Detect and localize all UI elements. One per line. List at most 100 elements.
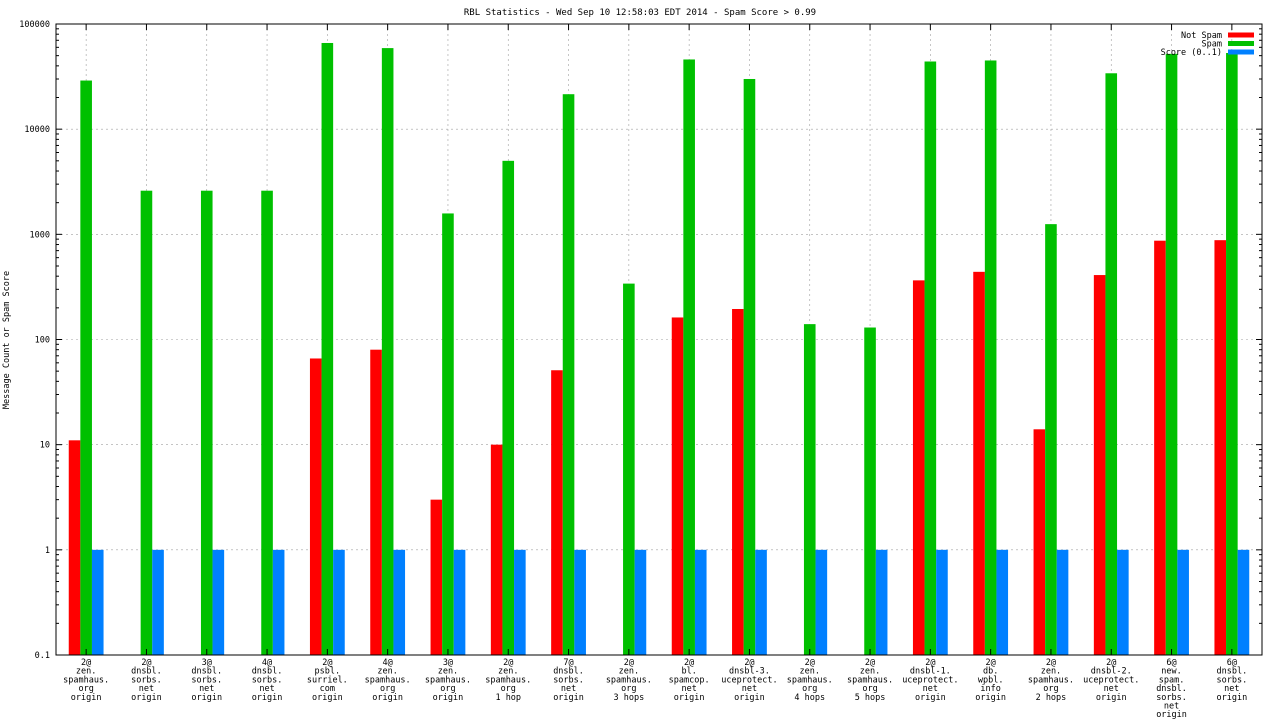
x-tick-label-line: net — [1224, 684, 1239, 694]
x-tick-label-line: 2@ — [986, 658, 996, 668]
bar-score-0-1 — [1117, 549, 1129, 655]
x-tick-label-line: uceprotect. — [721, 675, 777, 685]
bar-spam — [321, 42, 334, 655]
bar-score-0-1 — [1237, 549, 1250, 655]
bar-score-0-1 — [333, 549, 345, 655]
x-tick-label-line: origin — [975, 693, 1006, 703]
x-tick-label: 2@ zen. spamhaus. org 2 hops — [1028, 658, 1074, 703]
x-tick-label-line: spamhaus. — [606, 675, 652, 685]
x-tick-label-line: origin — [734, 693, 765, 703]
bar-score-0-1 — [755, 549, 767, 655]
x-tick-label-line: 2@ — [141, 658, 151, 668]
x-tick-label-line: org — [1043, 684, 1058, 694]
chart-title: RBL Statistics - Wed Sep 10 12:58:03 EDT… — [464, 8, 816, 18]
bar-score-0-1 — [996, 549, 1009, 655]
bar-spam — [140, 190, 153, 656]
x-tick-label: 6@ new. spam. dnsbl. sorbs. net origin — [1156, 658, 1187, 720]
x-tick-label-line: 2@ — [744, 658, 754, 668]
x-tick-label-line: org — [621, 684, 636, 694]
x-tick-label: 2@ zen. spamhaus. org 1 hop — [485, 658, 531, 703]
x-tick-label: 2@ db. wpbl. info origin — [975, 658, 1006, 703]
x-tick-label-line: org — [802, 684, 817, 694]
bar-not-spam — [309, 358, 322, 655]
bar-not-spam — [732, 308, 744, 655]
bar-score-0-1 — [815, 549, 828, 655]
x-tick-label-line: wpbl. — [978, 675, 1004, 685]
x-tick-label-line: sorbs. — [1156, 693, 1187, 703]
x-tick-label-line: uceprotect. — [1083, 675, 1139, 685]
x-tick-label-line: origin — [131, 693, 162, 703]
x-tick-label-line: dnsbl-3. — [729, 667, 770, 677]
legend-swatch — [1228, 32, 1254, 38]
x-tick-label-line: sorbs. — [252, 675, 283, 685]
x-tick-label-line: 2 hops — [1036, 693, 1067, 703]
x-tick-label-line: origin — [191, 693, 222, 703]
y-tick-label: 1000 — [30, 230, 50, 240]
bar-not-spam — [973, 271, 985, 655]
bar-score-0-1 — [1056, 549, 1069, 655]
bar-spam — [803, 324, 816, 655]
y-tick-label: 100 — [35, 336, 50, 346]
x-tick-label-line: db. — [983, 667, 998, 677]
bar-score-0-1 — [574, 549, 586, 655]
x-tick-label-line: net — [923, 684, 938, 694]
x-tick-label: 2@ zen. spamhaus. org 3 hops — [606, 658, 652, 703]
x-tick-label: 4@ dnsbl. sorbs. net origin — [252, 658, 283, 703]
x-tick-label-line: 2@ — [624, 658, 634, 668]
bar-spam — [984, 60, 997, 656]
x-tick-label-line: 2@ — [503, 658, 513, 668]
bar-score-0-1 — [634, 549, 647, 655]
bar-spam — [442, 213, 454, 655]
x-tick-label-line: origin — [674, 693, 705, 703]
grid-layer — [56, 24, 1262, 655]
x-tick-label-line: zen. — [860, 667, 880, 677]
x-tick-label-line: sorbs. — [131, 675, 162, 685]
x-tick-label-line: zen. — [1041, 667, 1061, 677]
bar-spam — [200, 190, 213, 656]
bar-not-spam — [490, 444, 503, 655]
bar-score-0-1 — [91, 549, 104, 655]
x-tick-label-line: org — [501, 684, 516, 694]
x-tick-label-line: zen. — [619, 667, 639, 677]
bar-spam — [1045, 224, 1057, 655]
x-tick-label: 2@ dnsbl-2. uceprotect. net origin — [1083, 658, 1139, 703]
x-tick-label-line: spamhaus. — [63, 675, 109, 685]
x-tick-label-line: org — [440, 684, 455, 694]
x-tick-label-line: origin — [553, 693, 584, 703]
bar-score-0-1 — [393, 549, 406, 655]
x-tick-label-line: 4@ — [262, 658, 272, 668]
x-tick-label-line: 4@ — [383, 658, 393, 668]
bar-not-spam — [1033, 429, 1046, 655]
bar-not-spam — [1093, 275, 1106, 655]
x-tick-label: 2@ zen. spamhaus. org 4 hops — [787, 658, 833, 703]
x-tick-label-line: origin — [71, 693, 102, 703]
x-tick-label-line: 6@ — [1227, 658, 1237, 668]
bar-spam — [1226, 52, 1238, 655]
legend-swatch — [1228, 41, 1254, 46]
bar-score-0-1 — [936, 549, 948, 655]
x-tick-label-line: 7@ — [563, 658, 573, 668]
x-tick-label-line: net — [259, 684, 274, 694]
x-tick-label: 3@ dnsbl. sorbs. net origin — [191, 658, 222, 703]
x-tick-label-line: org — [380, 684, 395, 694]
bar-spam — [623, 283, 635, 655]
bar-not-spam — [430, 499, 443, 655]
x-tick-label-line: zen. — [377, 667, 397, 677]
y-axis-label: Message Count or Spam Score — [2, 271, 12, 409]
x-tick-label: 2@ dnsbl-3. uceprotect. net origin — [721, 658, 777, 703]
x-tick-label-line: sorbs. — [553, 675, 584, 685]
x-tick-label-line: 2@ — [1106, 658, 1116, 668]
x-tick-label-line: 2@ — [925, 658, 935, 668]
x-tick-label-line: origin — [1156, 710, 1187, 720]
x-tick-label-line: dnsbl-1. — [910, 667, 951, 677]
x-tick-label-line: 3@ — [443, 658, 453, 668]
x-tick-label-line: 2@ — [805, 658, 815, 668]
bar-score-0-1 — [514, 549, 526, 655]
x-tick-label: 2@ zen. spamhaus. org origin — [63, 658, 109, 703]
x-tick-label-line: origin — [915, 693, 946, 703]
x-tick-label-line: spam. — [1159, 675, 1185, 685]
x-tick-label-line: info — [980, 684, 1000, 694]
x-tick-label-line: net — [139, 684, 154, 694]
bar-spam — [924, 61, 937, 656]
bar-spam — [562, 94, 575, 656]
